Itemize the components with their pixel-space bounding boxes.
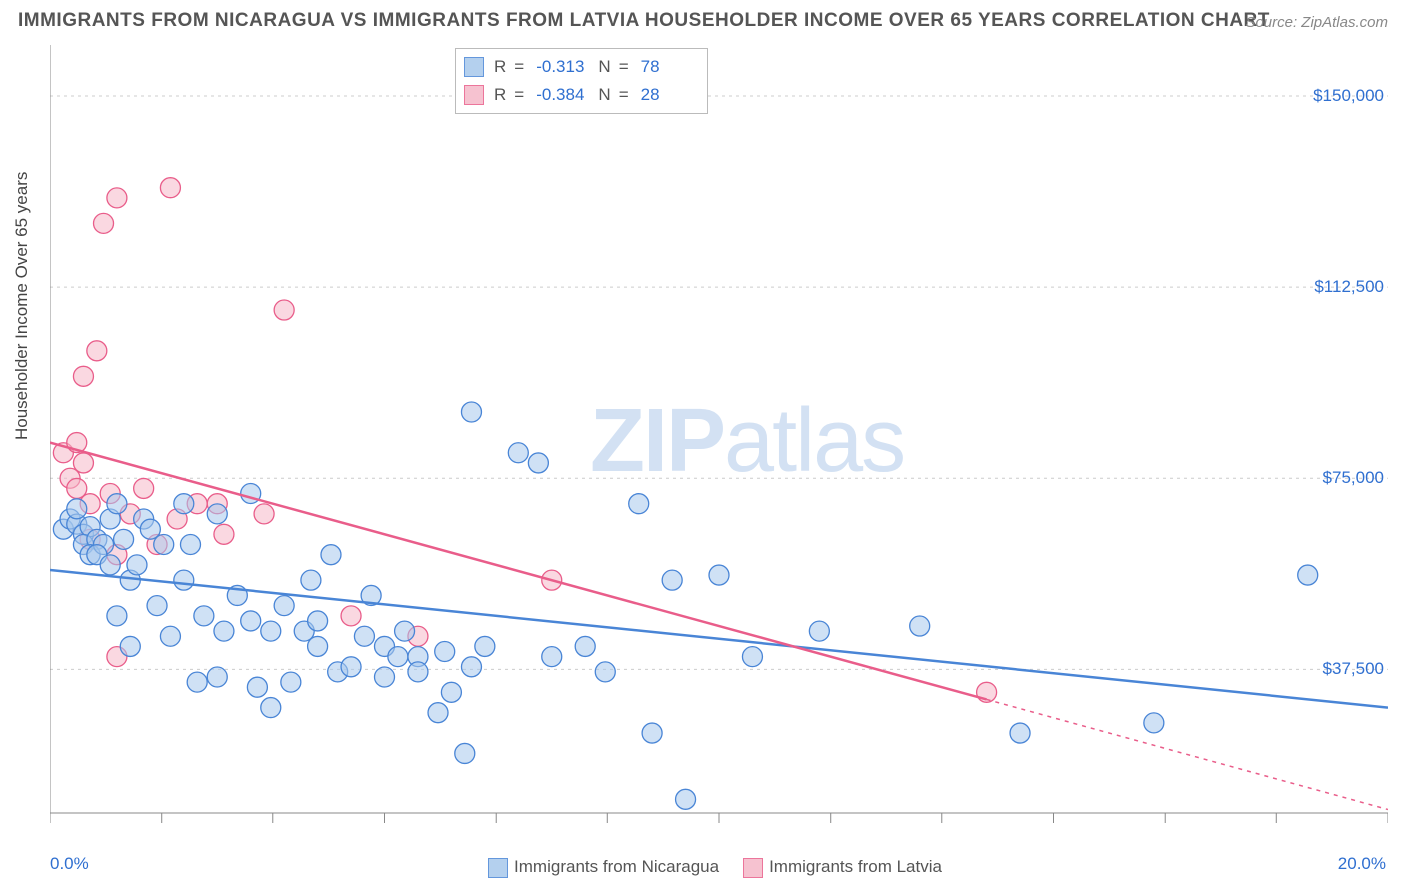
plot-area bbox=[50, 45, 1388, 835]
legend-row: R=-0.384N=28 bbox=[464, 81, 693, 109]
y-tick-label: $150,000 bbox=[1313, 86, 1384, 106]
y-axis-label: Householder Income Over 65 years bbox=[12, 172, 32, 440]
equals-sign: = bbox=[615, 81, 633, 109]
correlation-legend: R=-0.313N=78R=-0.384N=28 bbox=[455, 48, 708, 114]
y-tick-label: $75,000 bbox=[1323, 468, 1384, 488]
legend-n-label: N bbox=[598, 81, 610, 109]
legend-n-value: 28 bbox=[637, 81, 693, 109]
legend-n-label: N bbox=[598, 53, 610, 81]
y-tick-label: $112,500 bbox=[1314, 277, 1384, 297]
legend-series-label: Immigrants from Latvia bbox=[769, 857, 942, 876]
equals-sign: = bbox=[510, 81, 528, 109]
legend-row: R=-0.313N=78 bbox=[464, 53, 693, 81]
legend-swatch bbox=[464, 57, 484, 77]
legend-r-label: R bbox=[494, 81, 506, 109]
legend-r-label: R bbox=[494, 53, 506, 81]
legend-swatch bbox=[488, 858, 508, 878]
legend-n-value: 78 bbox=[637, 53, 693, 81]
equals-sign: = bbox=[615, 53, 633, 81]
scatter-chart-svg bbox=[50, 45, 1388, 835]
series-legend: Immigrants from Nicaragua Immigrants from… bbox=[0, 857, 1406, 878]
legend-swatch bbox=[743, 858, 763, 878]
legend-r-value: -0.313 bbox=[532, 53, 588, 81]
legend-series-label: Immigrants from Nicaragua bbox=[514, 857, 719, 876]
equals-sign: = bbox=[510, 53, 528, 81]
legend-swatch bbox=[464, 85, 484, 105]
legend-r-value: -0.384 bbox=[532, 81, 588, 109]
y-tick-label: $37,500 bbox=[1323, 659, 1384, 679]
source-label: Source: ZipAtlas.com bbox=[1245, 14, 1388, 31]
chart-title: IMMIGRANTS FROM NICARAGUA VS IMMIGRANTS … bbox=[18, 10, 1270, 32]
